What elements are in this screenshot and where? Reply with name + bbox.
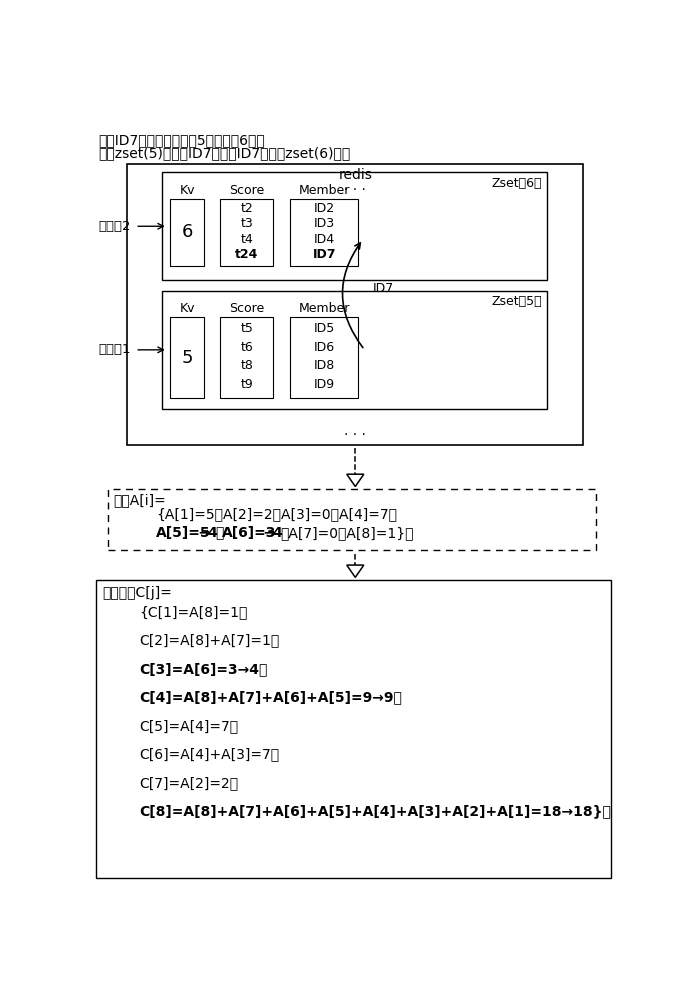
Text: {A[1]=5，A[2]=2，A[3]=0，A[4]=7，: {A[1]=5，A[2]=2，A[3]=0，A[4]=7，: [156, 507, 397, 521]
Text: ID9: ID9: [314, 378, 335, 391]
Text: t2: t2: [240, 202, 253, 215]
Text: t3: t3: [240, 217, 253, 230]
Text: →: →: [263, 526, 275, 540]
Text: 假设ID7对应的评估值从5分改变为6分、: 假设ID7对应的评估值从5分改变为6分、: [98, 133, 265, 147]
Text: t4: t4: [240, 233, 253, 246]
Text: t8: t8: [240, 359, 253, 372]
Text: A[5]=5: A[5]=5: [156, 526, 210, 540]
Text: 5: 5: [181, 349, 193, 367]
Text: redis: redis: [338, 168, 372, 182]
Text: ，A[7]=0，A[8]=1}，: ，A[7]=0，A[8]=1}，: [280, 526, 414, 540]
Polygon shape: [351, 476, 359, 485]
Text: C[7]=A[2]=2，: C[7]=A[2]=2，: [139, 776, 238, 790]
Text: Zset（5）: Zset（5）: [491, 295, 542, 308]
Text: C[5]=A[4]=7，: C[5]=A[4]=7，: [139, 719, 238, 733]
Text: Kv: Kv: [179, 184, 195, 197]
Text: Zset（6）: Zset（6）: [491, 177, 542, 190]
Text: {C[1]=A[8]=1，: {C[1]=A[8]=1，: [139, 605, 247, 619]
Text: Score: Score: [229, 302, 264, 315]
Text: 则从zset(5)中删除ID7，并将ID7添加到zset(6)中。: 则从zset(5)中删除ID7，并将ID7添加到zset(6)中。: [98, 146, 350, 160]
Bar: [162, 291, 546, 409]
Text: 4: 4: [208, 526, 217, 540]
Text: Member: Member: [298, 302, 350, 315]
Text: C[6]=A[4]+A[3]=7，: C[6]=A[4]+A[3]=7，: [139, 747, 279, 761]
Bar: [170, 317, 204, 398]
Text: 数组A[i]=: 数组A[i]=: [114, 493, 166, 507]
Bar: [220, 317, 273, 398]
Text: C[8]=A[8]+A[7]+A[6]+A[5]+A[4]+A[3]+A[2]+A[1]=18→18}。: C[8]=A[8]+A[7]+A[6]+A[5]+A[4]+A[3]+A[2]+…: [139, 804, 611, 818]
Bar: [170, 199, 204, 266]
Text: ID3: ID3: [314, 217, 335, 230]
Text: · · ·: · · ·: [344, 183, 366, 197]
Text: ID8: ID8: [314, 359, 335, 372]
Bar: [220, 199, 273, 266]
Polygon shape: [346, 565, 364, 577]
Text: C[3]=A[6]=3→4，: C[3]=A[6]=3→4，: [139, 662, 268, 676]
Bar: [162, 172, 546, 280]
Text: C[2]=A[8]+A[7]=1，: C[2]=A[8]+A[7]=1，: [139, 634, 279, 648]
Bar: [108, 489, 597, 550]
Text: 树状数组C[j]=: 树状数组C[j]=: [102, 586, 171, 600]
Text: ，: ，: [215, 526, 223, 540]
Text: 6: 6: [181, 223, 193, 241]
Text: t9: t9: [240, 378, 253, 391]
Text: 数据桶1: 数据桶1: [98, 343, 130, 356]
Text: Score: Score: [229, 184, 264, 197]
Text: ID4: ID4: [314, 233, 335, 246]
Text: A[6]=3: A[6]=3: [222, 526, 276, 540]
Text: Member: Member: [298, 184, 350, 197]
Text: t6: t6: [240, 341, 253, 354]
Text: ID7: ID7: [372, 282, 394, 295]
Text: C[4]=A[8]+A[7]+A[6]+A[5]=9→9，: C[4]=A[8]+A[7]+A[6]+A[5]=9→9，: [139, 690, 402, 704]
Text: 数据桶2: 数据桶2: [98, 220, 130, 233]
Polygon shape: [346, 474, 364, 487]
Text: ID6: ID6: [314, 341, 335, 354]
Text: Kv: Kv: [179, 302, 195, 315]
Text: t5: t5: [240, 322, 253, 335]
Bar: [128, 164, 583, 445]
Text: t24: t24: [235, 248, 259, 261]
Text: →: →: [199, 526, 210, 540]
Bar: [290, 199, 358, 266]
Text: 4: 4: [273, 526, 282, 540]
Bar: [290, 317, 358, 398]
Text: ID7: ID7: [312, 248, 336, 261]
Bar: [96, 580, 611, 878]
Polygon shape: [351, 567, 359, 575]
Text: ID2: ID2: [314, 202, 335, 215]
Text: ID5: ID5: [314, 322, 335, 335]
Text: · · ·: · · ·: [344, 428, 366, 442]
